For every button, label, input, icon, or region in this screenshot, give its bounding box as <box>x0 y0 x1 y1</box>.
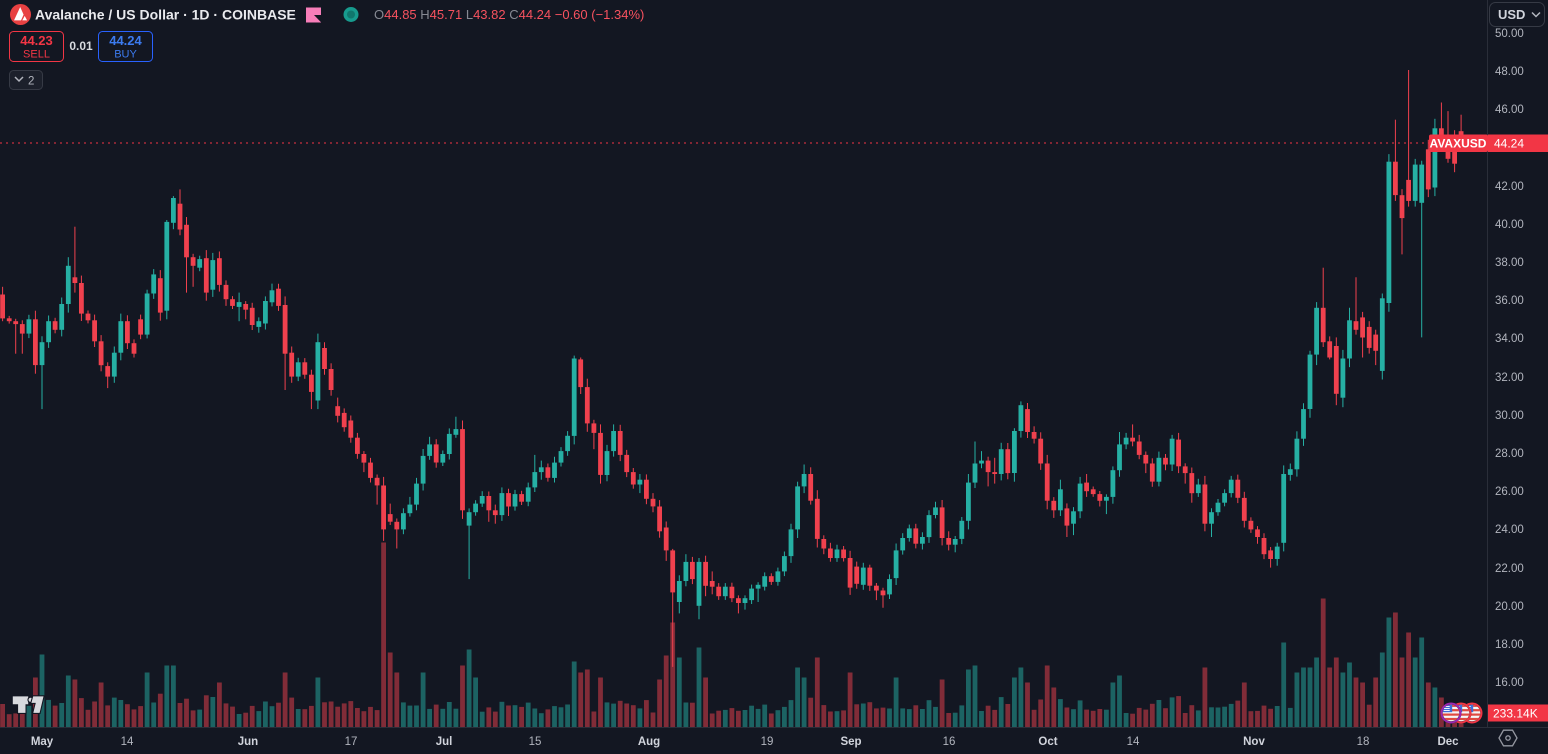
svg-text:BUY: BUY <box>114 49 137 61</box>
svg-text:14: 14 <box>1127 736 1140 748</box>
svg-text:15: 15 <box>529 736 542 748</box>
svg-text:44.24: 44.24 <box>109 33 142 48</box>
svg-text:44.24: 44.24 <box>1494 137 1524 151</box>
svg-text:Avalanche / US Dollar · 1D · C: Avalanche / US Dollar · 1D · COINBASE <box>35 7 296 23</box>
svg-text:32.00: 32.00 <box>1495 372 1524 384</box>
svg-text:20.00: 20.00 <box>1495 601 1524 613</box>
svg-text:42.00: 42.00 <box>1495 181 1524 193</box>
svg-text:46.00: 46.00 <box>1495 104 1524 116</box>
svg-text:Jul: Jul <box>436 736 453 748</box>
svg-text:18.00: 18.00 <box>1495 639 1524 651</box>
svg-text:18: 18 <box>1357 736 1370 748</box>
svg-text:USD: USD <box>1498 7 1525 22</box>
svg-text:50.00: 50.00 <box>1495 28 1524 40</box>
svg-text:SELL: SELL <box>23 49 50 61</box>
svg-text:34.00: 34.00 <box>1495 333 1524 345</box>
svg-text:Nov: Nov <box>1243 736 1265 748</box>
svg-text:16: 16 <box>943 736 956 748</box>
svg-text:38.00: 38.00 <box>1495 257 1524 269</box>
svg-text:44.23: 44.23 <box>20 33 53 48</box>
svg-text:28.00: 28.00 <box>1495 448 1524 460</box>
svg-text:2: 2 <box>28 76 34 88</box>
svg-text:16.00: 16.00 <box>1495 677 1524 689</box>
svg-text:14: 14 <box>121 736 134 748</box>
svg-text:0.01: 0.01 <box>69 39 93 53</box>
svg-text:Jun: Jun <box>238 736 258 748</box>
svg-text:233.14K: 233.14K <box>1493 707 1538 721</box>
svg-text:48.00: 48.00 <box>1495 66 1524 78</box>
svg-text:19: 19 <box>761 736 774 748</box>
svg-text:40.00: 40.00 <box>1495 219 1524 231</box>
svg-text:17: 17 <box>345 736 358 748</box>
svg-text:36.00: 36.00 <box>1495 295 1524 307</box>
svg-text:Dec: Dec <box>1437 736 1459 748</box>
svg-text:Oct: Oct <box>1038 736 1057 748</box>
svg-text:AVAXUSD: AVAXUSD <box>1430 137 1487 151</box>
svg-text:May: May <box>31 736 54 748</box>
svg-text:O44.85 H45.71 L43.82 C44.24 −0: O44.85 H45.71 L43.82 C44.24 −0.60 (−1.34… <box>374 7 644 22</box>
svg-text:30.00: 30.00 <box>1495 410 1524 422</box>
svg-text:22.00: 22.00 <box>1495 563 1524 575</box>
svg-text:Aug: Aug <box>638 736 660 748</box>
svg-text:Sep: Sep <box>840 736 861 748</box>
svg-text:26.00: 26.00 <box>1495 486 1524 498</box>
svg-text:24.00: 24.00 <box>1495 524 1524 536</box>
